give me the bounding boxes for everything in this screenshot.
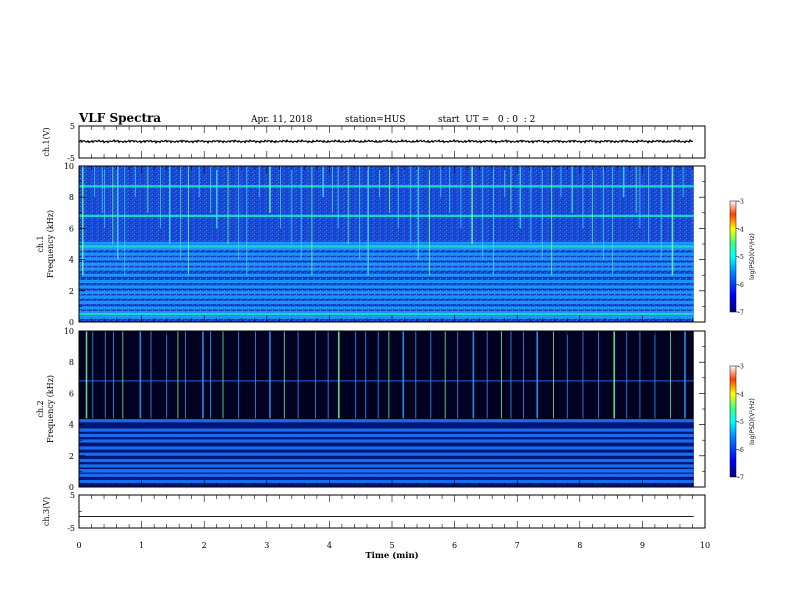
colorbar-tick-label: -6 [738, 447, 744, 454]
figure-date: Apr. 11, 2018 [251, 115, 313, 125]
x-tick-label: 0 [76, 541, 81, 550]
colorbar [729, 365, 737, 478]
colorbar-tick-label: -3 [738, 199, 744, 206]
y-tick-label: 10 [64, 162, 74, 171]
y-axis-label-channel: ch.2 [36, 400, 45, 417]
spectral-band [79, 419, 694, 423]
y-tick-label: 8 [69, 193, 74, 202]
y-axis-label-frequency: Frequency (kHz) [46, 375, 55, 443]
y-axis-label-channel: ch.1 [36, 235, 45, 252]
x-tick-label: 8 [577, 541, 582, 550]
y-tick-label: 6 [69, 224, 74, 233]
colorbar-tick-label: -7 [738, 475, 744, 482]
spectral-band [79, 279, 694, 284]
spectral-band [79, 458, 694, 463]
y-tick-label: 5 [70, 122, 75, 131]
x-tick-label: 7 [515, 541, 520, 550]
x-tick-label: 2 [202, 541, 207, 550]
y-axis-label-group: ch.1 Frequency (kHz) [36, 210, 55, 278]
figure-title: VLF Spectra [79, 111, 162, 125]
y-tick-label: 0 [69, 318, 74, 327]
spectral-band [79, 473, 694, 477]
spectral-band [79, 285, 694, 289]
spectral-band [79, 469, 694, 473]
spectral-band [79, 452, 694, 456]
spectral-band [79, 428, 694, 432]
spectral-band [79, 439, 694, 443]
spectrogram-upper-band [79, 166, 694, 241]
spectral-band [79, 315, 694, 319]
y-tick-label: 2 [69, 287, 74, 296]
colorbar-tick-label: -4 [738, 226, 744, 233]
y-axis-label: ch.1(V) [42, 127, 51, 156]
spectral-band [79, 295, 694, 299]
x-tick-label: 6 [452, 541, 457, 550]
y-tick-label: 6 [69, 389, 74, 398]
colorbar-tick-label: -5 [738, 254, 744, 261]
colorbar-tick-label: -4 [738, 391, 744, 398]
colorbar-tick-label: -3 [738, 364, 744, 371]
spectral-band [79, 300, 694, 305]
spectral-band [79, 262, 694, 266]
spectral-band [79, 479, 694, 484]
x-axis-label: Time (min) [365, 550, 418, 561]
spectral-band [79, 252, 694, 256]
y-tick-label: 4 [69, 421, 74, 430]
spectral-band [79, 247, 694, 251]
spectral-band [79, 267, 694, 271]
y-tick-label: 4 [69, 256, 74, 265]
colorbar-label: log(PSD)(V²/Hz) [749, 398, 756, 445]
x-tick-label: 5 [389, 541, 394, 550]
spectral-band [79, 273, 694, 277]
spectral-band [79, 241, 694, 245]
colorbar-tick-label: -5 [738, 419, 744, 426]
y-axis-label: ch.3(V) [42, 497, 51, 526]
y-axis-label-frequency: Frequency (kHz) [46, 210, 55, 278]
spectral-band [79, 464, 694, 468]
y-tick-label: 10 [64, 327, 74, 336]
colorbar-tick-label: -6 [738, 282, 744, 289]
spectral-band [79, 290, 694, 294]
y-tick-label: 2 [69, 452, 74, 461]
spectral-band [79, 311, 694, 315]
spectral-band [79, 446, 694, 450]
x-tick-label: 3 [264, 541, 269, 550]
colorbar-label: log(PSD)(V²/Hz) [749, 233, 756, 280]
figure-station: station=HUS [345, 115, 406, 125]
y-tick-label: -5 [67, 154, 75, 163]
ch1-waveform-trace [78, 138, 694, 145]
spectral-band [79, 257, 694, 261]
y-axis-label-group: ch.2 Frequency (kHz) [36, 375, 55, 443]
y-tick-label: -5 [67, 524, 75, 533]
x-tick-label: 9 [640, 541, 645, 550]
x-tick-label: 10 [700, 541, 710, 550]
y-tick-label: 0 [69, 483, 74, 492]
colorbar-tick-label: -7 [738, 310, 744, 317]
figure-start-time: start UT = 0 : 0 : 2 [438, 115, 536, 125]
spectral-band [79, 306, 694, 310]
x-tick-label: 1 [139, 541, 144, 550]
y-tick-label: 8 [69, 358, 74, 367]
x-tick-label: 4 [327, 541, 332, 550]
y-tick-label: 5 [70, 491, 75, 500]
colorbar [729, 200, 737, 313]
spectral-band [79, 433, 694, 438]
